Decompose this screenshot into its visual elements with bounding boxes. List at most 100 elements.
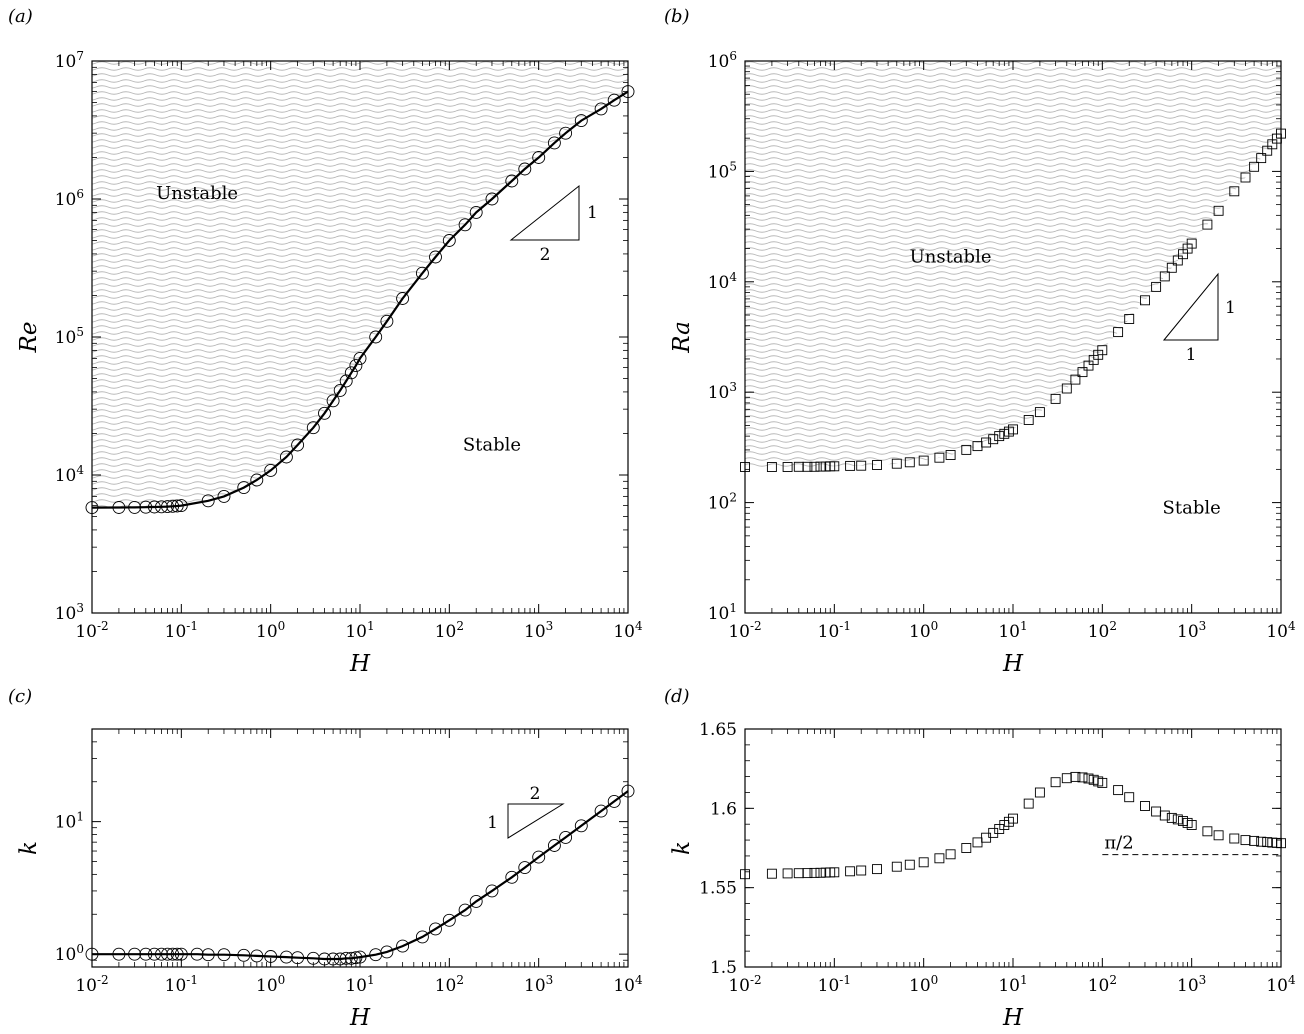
- data-point: [740, 869, 750, 880]
- data-point: [1166, 812, 1177, 823]
- x-tick-label: 103: [524, 619, 553, 642]
- data-point: [237, 481, 251, 495]
- panel-4: 10-2 10-1 100 101 102 103 104 1.5 1.55 1.6 1.65 Hk (…: [664, 686, 1296, 1031]
- data-point: [1240, 835, 1251, 846]
- data-point: [279, 450, 293, 464]
- data-point: [291, 951, 305, 965]
- data-point: [1186, 820, 1197, 830]
- data-point: [1083, 773, 1094, 784]
- data-point: [532, 151, 546, 164]
- data-point: [1124, 792, 1135, 803]
- data-point: [961, 444, 972, 455]
- data-point: [621, 85, 635, 99]
- data-point: [458, 903, 472, 917]
- data-point: [872, 864, 882, 875]
- data-point: [1023, 798, 1034, 809]
- x-tick-label: 10-1: [818, 619, 851, 642]
- x-tick-label: 103: [1177, 973, 1206, 996]
- data-point: [547, 839, 561, 852]
- data-point: [1077, 772, 1088, 783]
- data-point: [1070, 374, 1081, 385]
- x-tick-label: 102: [435, 973, 464, 996]
- slope-triangle: [1162, 272, 1219, 341]
- data-point: [594, 102, 608, 116]
- data-point: [945, 450, 956, 460]
- data-point: [1008, 424, 1018, 435]
- y-tick-label: 100: [55, 942, 84, 965]
- data-point: [217, 489, 231, 503]
- data-point: [1240, 172, 1251, 183]
- x-axis-label: H: [349, 1005, 371, 1031]
- data-point: [128, 947, 142, 961]
- data-point: [1172, 255, 1183, 266]
- data-point: [326, 952, 340, 966]
- x-tick-label: 103: [524, 973, 553, 996]
- data-point: [1256, 836, 1267, 847]
- data-point: [485, 192, 499, 206]
- x-tick-label: 101: [345, 619, 374, 642]
- y-tick-label: 102: [708, 491, 737, 514]
- x-tick-label: 10-2: [75, 619, 108, 642]
- data-point: [380, 314, 394, 328]
- region-label-unstable: Unstable: [910, 246, 992, 267]
- data-point: [782, 462, 793, 472]
- slope-triangle: [507, 803, 565, 839]
- data-point: [1256, 153, 1267, 164]
- data-point: [872, 460, 882, 470]
- region-label-stable: Stable: [1163, 497, 1221, 518]
- region-label-stable: Stable: [463, 435, 521, 456]
- data-point: [415, 930, 429, 944]
- data-point: [458, 218, 472, 232]
- slope-run-label: 2: [540, 245, 551, 265]
- x-tick-label: 104: [613, 619, 643, 642]
- data-point: [264, 950, 278, 963]
- x-tick-label: 104: [1266, 973, 1296, 996]
- data-point: [339, 374, 353, 388]
- y-axis-label: Re: [16, 322, 42, 354]
- unstable-region-hatch: [745, 61, 1281, 467]
- data-point: [891, 861, 902, 872]
- x-tick-label: 10-1: [818, 973, 851, 996]
- data-point: [429, 250, 442, 264]
- data-point: [1124, 314, 1135, 324]
- data-point: [429, 922, 442, 936]
- data-point: [829, 867, 840, 878]
- data-point: [918, 857, 929, 868]
- data-point: [607, 794, 621, 808]
- data-point: [793, 461, 804, 472]
- data-point: [1113, 327, 1124, 338]
- data-point: [1077, 367, 1088, 378]
- data-point: [442, 234, 456, 247]
- data-point: [918, 455, 929, 466]
- data-point: [988, 434, 999, 445]
- y-tick-label: 104: [55, 463, 85, 486]
- data-point: [1166, 262, 1177, 273]
- data-point: [166, 499, 180, 513]
- data-point: [333, 383, 347, 397]
- x-tick-label: 100: [256, 619, 285, 642]
- x-tick-label: 104: [1266, 619, 1296, 642]
- data-point: [306, 951, 320, 965]
- data-point: [518, 861, 532, 875]
- y-tick-label: 101: [55, 810, 84, 833]
- data-point: [250, 473, 264, 487]
- data-point: [155, 500, 168, 514]
- data-point: [1050, 777, 1061, 788]
- x-tick-label: 10-2: [728, 619, 761, 642]
- data-point: [793, 868, 804, 879]
- data-point: [1050, 393, 1061, 404]
- data-point: [740, 462, 750, 472]
- data-point: [128, 500, 142, 514]
- data-point: [981, 437, 992, 448]
- data-point: [766, 868, 777, 879]
- x-axis-label: H: [1002, 1005, 1024, 1031]
- data-point: [485, 884, 499, 898]
- data-point: [802, 868, 813, 879]
- data-point: [147, 947, 161, 961]
- panel-2: 10-2 10-1 100 101 102 103 104 101 102 103 104 105 10…: [664, 6, 1296, 677]
- x-tick-label: 104: [613, 973, 643, 996]
- data-point: [972, 441, 983, 452]
- data-point: [237, 948, 251, 962]
- x-tick-label: 103: [1177, 619, 1206, 642]
- data-point: [1229, 186, 1240, 197]
